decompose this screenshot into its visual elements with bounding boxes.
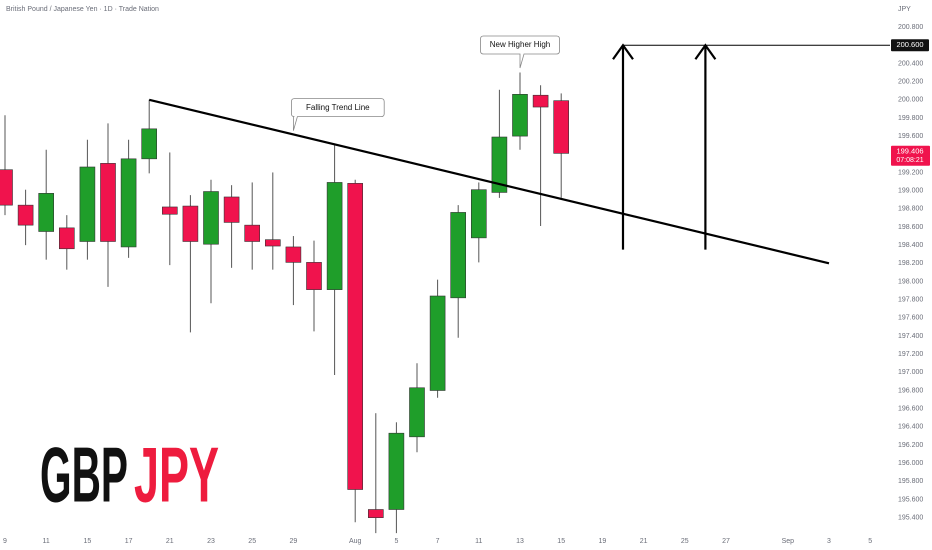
x-tick-label: 11 [475,538,482,545]
candle-body [409,387,425,438]
x-tick-label: 5 [868,538,872,545]
y-tick-label: 196.400 [898,424,923,431]
countdown: 07:08:21 [896,157,923,164]
x-tick-label: 25 [681,538,689,545]
candle-body [264,239,281,247]
y-tick-label: 195.400 [898,515,923,522]
y-tick-label: 200.200 [898,78,923,85]
arrow-head [694,43,717,60]
y-tick-label: 197.600 [898,315,923,322]
arrow-head [612,43,634,60]
callout-text: New Higher High [490,40,550,49]
callout-text: Falling Trend Line [306,103,370,112]
candle-body [223,196,240,223]
x-tick-label: 27 [722,538,730,545]
candle-body [553,100,570,154]
candle-body [120,158,137,248]
candle-body [532,94,549,108]
y-tick-label: 199.200 [898,169,923,176]
level-label: 200.600 [896,40,923,49]
candle-body [512,94,528,137]
callout-box [291,98,385,131]
y-tick-label: 197.800 [898,296,923,303]
candle-body [182,205,199,242]
y-tick-label: 196.200 [898,442,923,449]
y-tick-label: 198.600 [898,224,923,231]
candle-body [306,262,322,290]
candle-body [79,166,96,242]
candle-body [326,182,343,290]
x-tick-label: 25 [248,538,256,545]
candle-body [347,183,364,490]
y-tick-label: 198.000 [898,278,923,285]
y-tick-label: 198.400 [898,242,923,249]
watermark: GBP [40,431,128,519]
y-tick-label: 196.800 [898,387,923,394]
candle-body [162,206,178,215]
y-tick-label: 198.200 [898,260,923,267]
candle-body [17,204,34,226]
last-price: 199.406 [896,147,923,156]
y-tick-label: 200.400 [898,60,923,67]
candle-body [100,163,116,242]
candle-body [0,169,13,206]
x-tick-label: 21 [640,538,648,545]
y-tick-label: 198.800 [898,206,923,213]
x-tick-label: Aug [349,538,362,545]
y-tick-label: 199.600 [898,133,923,140]
x-tick-label: 21 [166,538,174,545]
x-tick-label: 15 [84,538,92,545]
y-tick-label: 199.000 [898,187,923,194]
y-tick-label: 197.400 [898,333,923,340]
y-tick-label: 196.000 [898,460,923,467]
x-tick-label: 5 [394,538,398,545]
watermark: JPY [134,431,219,519]
callout-box [480,35,560,69]
candle-body [491,136,508,193]
candle-body [429,295,446,391]
candle-body [244,224,260,242]
x-tick-label: 13 [516,538,524,545]
currency: JPY [898,6,911,13]
x-tick-label: 19 [599,538,607,545]
candle-body [450,212,467,299]
candle-body [388,432,405,510]
y-tick-label: 197.000 [898,369,923,376]
x-tick-label: 15 [557,538,565,545]
level-label-box [891,39,929,52]
y-tick-label: 199.800 [898,115,923,122]
candle-body [367,509,384,518]
y-tick-label: 200.800 [898,24,923,31]
candle-body [203,191,219,245]
candle-body [38,193,55,232]
last-price-box [891,145,930,166]
trend-line [148,98,830,265]
y-tick-label: 196.600 [898,406,923,413]
x-tick-label: 9 [3,538,7,545]
x-tick-label: 11 [43,538,50,545]
candle-body [470,189,487,239]
candle-body [285,246,302,263]
x-tick-label: 7 [436,538,440,545]
x-tick-label: 17 [125,538,133,545]
x-tick-label: Sep [782,538,795,545]
y-tick-label: 200.000 [898,97,923,104]
y-tick-label: 195.800 [898,478,923,485]
candle-body [58,227,75,250]
x-tick-label: 3 [827,538,831,545]
x-tick-label: 29 [290,538,298,545]
y-tick-label: 197.200 [898,351,923,358]
chart-title: British Pound / Japanese Yen · 1D · Trad… [6,6,159,13]
y-tick-label: 195.600 [898,496,923,503]
x-tick-label: 23 [207,538,215,545]
candle-body [141,128,157,160]
